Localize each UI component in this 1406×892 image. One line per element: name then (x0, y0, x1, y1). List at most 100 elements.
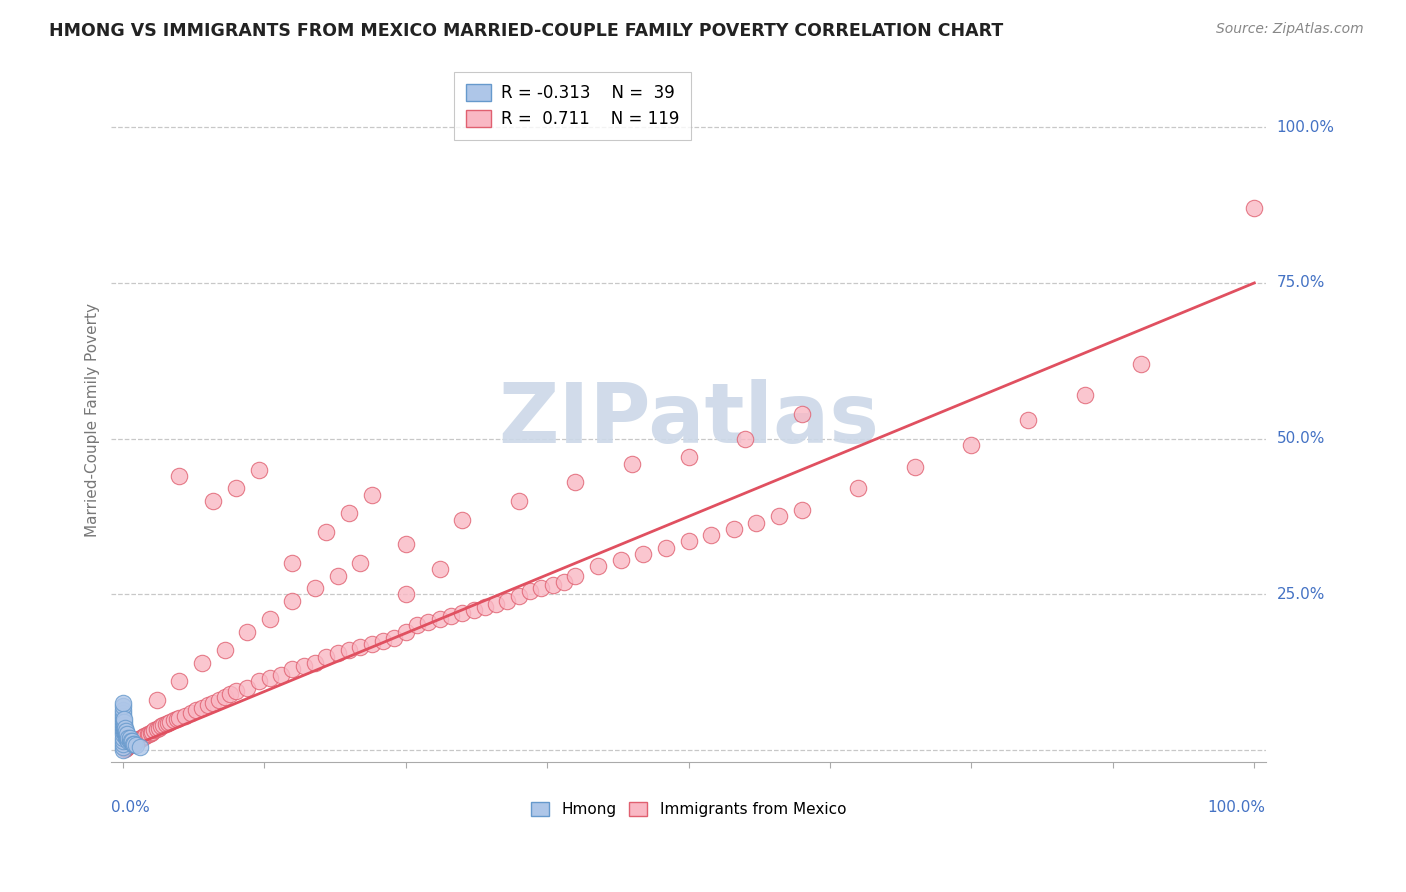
Point (111, 743, 134, 757)
Point (326, 647, 349, 661)
Point (678, 450, 700, 465)
Point (114, 741, 136, 756)
Point (111, 733, 134, 747)
Point (141, 725, 163, 739)
Point (281, 593, 304, 607)
Point (166, 712, 188, 726)
Point (120, 738, 142, 752)
Point (292, 659, 315, 673)
Legend: Hmong, Immigrants from Mexico: Hmong, Immigrants from Mexico (524, 796, 852, 823)
Point (371, 634, 394, 648)
Point (270, 668, 292, 682)
Text: ZIPatlas: ZIPatlas (498, 379, 879, 460)
Point (247, 674, 270, 689)
Point (111, 739, 134, 754)
Point (117, 733, 139, 747)
Point (191, 656, 214, 670)
Point (117, 731, 139, 745)
Point (508, 494, 530, 508)
Point (360, 637, 382, 651)
Point (655, 541, 678, 555)
Point (132, 730, 155, 744)
Point (496, 593, 519, 607)
Point (202, 494, 225, 508)
Point (382, 631, 405, 645)
Point (620, 457, 643, 471)
Point (112, 721, 135, 735)
Point (960, 438, 983, 452)
Point (337, 643, 360, 657)
Point (349, 640, 371, 655)
Point (117, 739, 139, 754)
Point (145, 722, 167, 736)
Point (111, 724, 134, 739)
Point (111, 714, 134, 729)
Point (128, 739, 150, 754)
Point (111, 708, 134, 723)
Point (131, 731, 153, 745)
Point (180, 706, 202, 720)
Point (117, 731, 139, 745)
Point (127, 733, 149, 747)
Point (394, 537, 416, 551)
Point (134, 729, 156, 743)
Point (904, 459, 927, 474)
Point (169, 469, 191, 483)
Point (143, 723, 166, 737)
Point (125, 738, 148, 752)
Point (121, 733, 143, 747)
Point (120, 733, 142, 747)
Point (150, 719, 173, 733)
Point (440, 609, 463, 624)
Point (111, 706, 134, 720)
Point (236, 681, 259, 695)
Point (186, 702, 208, 716)
Point (115, 741, 138, 756)
Point (394, 587, 416, 601)
Point (122, 737, 145, 751)
Point (530, 581, 553, 595)
Point (406, 618, 429, 632)
Point (138, 727, 160, 741)
Point (846, 482, 869, 496)
Point (633, 547, 655, 561)
Point (745, 516, 768, 530)
Point (156, 715, 179, 730)
Point (115, 731, 138, 745)
Text: 100.0%: 100.0% (1208, 800, 1265, 815)
Point (519, 584, 541, 599)
Point (111, 737, 134, 751)
Point (202, 696, 225, 710)
Point (281, 662, 304, 676)
Point (541, 578, 564, 592)
Point (394, 624, 416, 639)
Point (315, 649, 337, 664)
Point (508, 589, 530, 603)
Point (128, 732, 150, 747)
Point (208, 693, 231, 707)
Point (122, 737, 145, 751)
Point (281, 556, 304, 570)
Point (122, 735, 145, 749)
Point (169, 674, 191, 689)
Point (259, 672, 281, 686)
Point (315, 524, 337, 539)
Point (734, 432, 756, 446)
Point (118, 731, 141, 745)
Point (114, 727, 136, 741)
Text: 25.0%: 25.0% (1277, 587, 1324, 602)
Point (121, 737, 143, 751)
Point (111, 696, 134, 710)
Point (155, 716, 177, 731)
Y-axis label: Married-Couple Family Poverty: Married-Couple Family Poverty (86, 303, 100, 537)
Point (136, 727, 159, 741)
Point (463, 603, 485, 617)
Point (122, 735, 145, 749)
Point (169, 710, 191, 724)
Point (553, 574, 575, 589)
Point (790, 407, 813, 421)
Point (429, 612, 451, 626)
Point (197, 698, 219, 713)
Point (360, 488, 382, 502)
Point (115, 727, 138, 741)
